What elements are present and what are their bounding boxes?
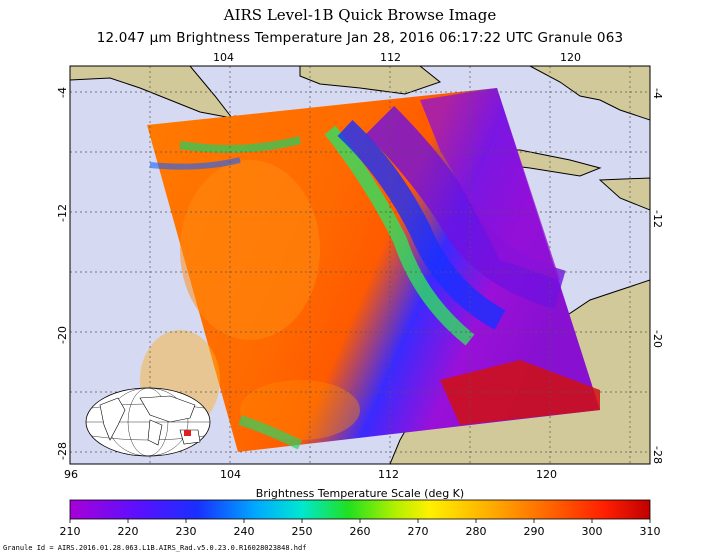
lat-tick-right: -20 [651,330,664,348]
lon-tick-bottom: 112 [378,468,399,481]
colorbar-tick-label: 310 [640,525,661,538]
lat-tick-right: -12 [651,210,664,228]
colorbar-tick-label: 220 [118,525,139,538]
lon-tick-bottom: 96 [64,468,78,481]
lon-tick-top: 120 [560,51,581,64]
timor-land [598,177,650,211]
colorbar-tick-label: 240 [234,525,255,538]
colorbar-tick-label: 270 [408,525,429,538]
lat-tick-right: -28 [651,446,664,464]
colorbar-tick-label: 260 [350,525,371,538]
lat-tick-right: -4 [651,88,664,99]
granule-marker [184,430,191,436]
colorbar-ticks: 210 220 230 240 250 260 270 280 290 300 310 [60,519,661,538]
lon-tick-bottom: 120 [536,468,557,481]
lon-tick-top: 112 [380,51,401,64]
colorbar-tick-label: 280 [466,525,487,538]
lat-tick-left: -12 [56,204,69,222]
airs-swath [140,88,600,452]
colorbar-title: Brightness Temperature Scale (deg K) [255,487,465,500]
colorbar-tick-label: 290 [524,525,545,538]
lat-tick-left: -20 [56,326,69,344]
locator-globe [85,387,211,457]
granule-id: Granule Id = AIRS.2016.01.28.063.L1B.AIR… [3,544,307,552]
colorbar-tick-label: 210 [60,525,81,538]
colorbar-tick-label: 250 [292,525,313,538]
lat-tick-left: -4 [56,87,69,98]
colorbar-tick-label: 230 [176,525,197,538]
borneo-land [299,66,442,95]
sulawesi-land [529,66,650,121]
page-title: AIRS Level-1B Quick Browse Image [223,6,497,24]
colorbar-tick-label: 300 [582,525,603,538]
lon-tick-bottom: 104 [220,468,241,481]
map-frame [69,65,651,465]
image-subtitle: 12.047 μm Brightness Temperature Jan 28,… [96,30,624,46]
lon-tick-top: 104 [213,51,234,64]
lat-tick-left: -28 [56,442,69,460]
colorbar [69,499,651,520]
